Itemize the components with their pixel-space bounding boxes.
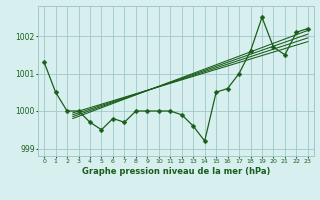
X-axis label: Graphe pression niveau de la mer (hPa): Graphe pression niveau de la mer (hPa) — [82, 167, 270, 176]
